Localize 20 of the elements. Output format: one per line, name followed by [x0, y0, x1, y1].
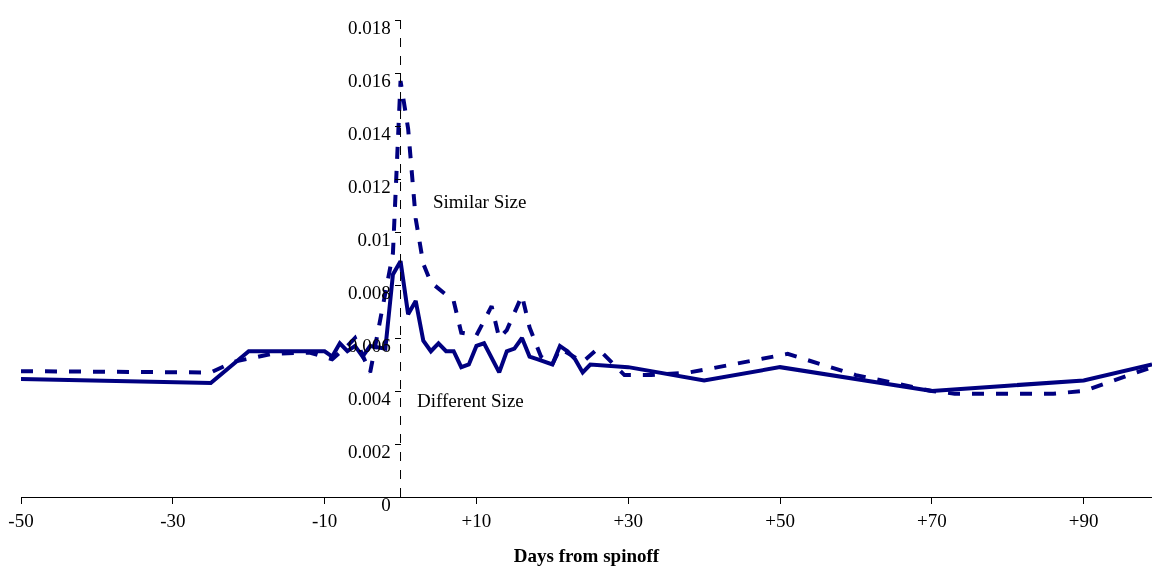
y-tick-label: 0.012 [347, 175, 391, 197]
x-tick-label: -10 [311, 509, 338, 531]
x-tick-label: -30 [160, 509, 186, 531]
x-tick-label: +70 [917, 509, 947, 531]
y-tick-label: 0.014 [347, 122, 392, 144]
y-tick-label: 0.018 [347, 16, 391, 38]
series-label: Similar Size [433, 191, 527, 212]
y-tick-label: 0 [381, 493, 391, 515]
x-tick-label: +30 [613, 509, 644, 531]
y-tick-label: 0.004 [347, 387, 392, 409]
y-tick-label: 0.006 [347, 334, 391, 356]
x-tick-label: +50 [765, 509, 795, 531]
x-tick-label: +90 [1068, 509, 1099, 531]
x-axis-title: Days from spinoff [513, 544, 660, 566]
y-tick-label: 0.01 [357, 228, 391, 250]
y-tick-label: 0.002 [347, 440, 391, 462]
x-tick-label: +10 [461, 509, 492, 531]
y-tick-label: 0.016 [347, 69, 391, 91]
series-label: Different Size [417, 390, 524, 411]
x-tick-label: -50 [8, 509, 34, 531]
